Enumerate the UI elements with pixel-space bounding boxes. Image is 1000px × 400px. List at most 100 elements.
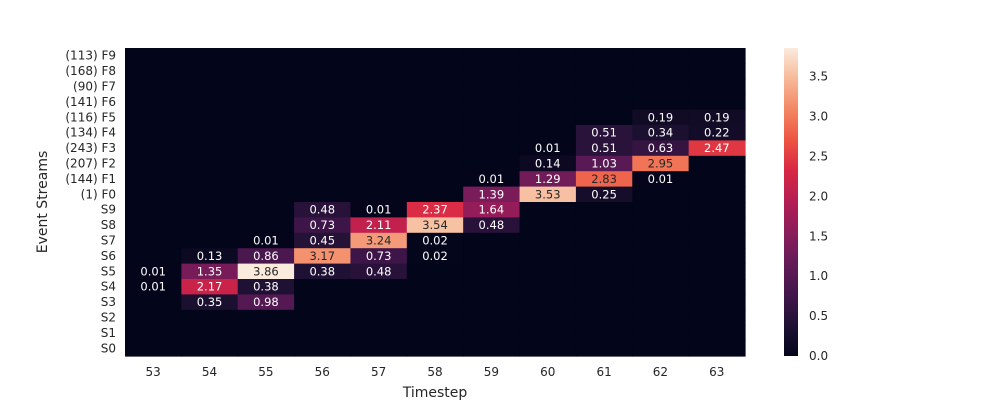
- heatmap-cell: [406, 140, 464, 157]
- heatmap-cell: [688, 125, 746, 141]
- heatmap-cell: [294, 186, 352, 203]
- heatmap-cell: [632, 232, 690, 249]
- heatmap-cell: [688, 217, 746, 234]
- cell-value-label: 3.54: [422, 218, 448, 232]
- heatmap-cell: [181, 248, 239, 265]
- cell-value-label: 0.45: [309, 234, 335, 248]
- cell-value-label: 0.86: [253, 249, 279, 263]
- y-tick-label: (207) F2: [65, 157, 116, 171]
- cell-value-label: 1.29: [535, 172, 561, 186]
- heatmap-cell: [575, 294, 633, 311]
- cell-value-label: 1.39: [479, 187, 505, 201]
- heatmap-cell: [575, 63, 633, 80]
- cell-value-label: 0.02: [422, 249, 448, 263]
- heatmap-cell: [350, 155, 408, 172]
- heatmap-cell: [181, 279, 239, 295]
- heatmap-cell: [519, 309, 577, 326]
- heatmap-cell: [181, 78, 239, 95]
- cell-value-label: 3.53: [535, 187, 561, 201]
- heatmap-cell: [125, 140, 182, 157]
- x-tick-label: 56: [315, 365, 330, 379]
- cell-value-label: 0.48: [366, 264, 392, 278]
- heatmap-cell: [350, 309, 408, 326]
- heatmap-cell: [350, 48, 408, 64]
- heatmap-cell: [350, 279, 408, 295]
- heatmap-cell: [294, 155, 352, 172]
- heatmap-cell: [294, 109, 352, 126]
- x-tick-label: 62: [653, 365, 668, 379]
- heatmap-cell: [688, 94, 746, 111]
- heatmap-cell: [519, 140, 577, 157]
- heatmap-cell: [294, 217, 352, 234]
- colorbar-tick-label: 3.5: [809, 70, 828, 84]
- heatmap-cell: [519, 48, 577, 64]
- cell-value-label: 0.73: [366, 249, 392, 263]
- colorbar-tick-label: 2.0: [809, 189, 828, 203]
- heatmap-cell: [463, 217, 521, 234]
- heatmap-cell: [688, 309, 746, 326]
- heatmap-cell: [181, 125, 239, 141]
- y-tick-label: (134) F4: [65, 126, 116, 140]
- heatmap-cell: [688, 294, 746, 311]
- heatmap-cell: [237, 63, 295, 80]
- heatmap-cell: [181, 309, 239, 326]
- heatmap-cell: [181, 94, 239, 111]
- heatmap-cell: [688, 248, 746, 265]
- heatmap-cell: [350, 109, 408, 126]
- heatmap-cell: [237, 248, 295, 265]
- y-tick-labels: (113) F9(168) F8 (90) F7(141) F6(116) F5 (…: [65, 49, 116, 356]
- heatmap-cell: [237, 109, 295, 126]
- heatmap-cell: [632, 109, 690, 126]
- heatmap-cell: [406, 78, 464, 95]
- heatmap-cell: [350, 294, 408, 311]
- heatmap-cell: [406, 109, 464, 126]
- colorbar-tick-label: 0.5: [809, 309, 828, 323]
- y-tick-label: (1) F0: [81, 187, 116, 201]
- heatmap-cell: [294, 48, 352, 64]
- heatmap-cell: [125, 294, 182, 311]
- heatmap-cell: [237, 325, 295, 342]
- heatmap-cell: [125, 248, 182, 265]
- y-tick-label: S3: [101, 295, 116, 309]
- heatmap-cell: [463, 125, 521, 141]
- heatmap-cell: [463, 202, 521, 218]
- heatmap-cell: [463, 248, 521, 265]
- cell-value-label: 0.98: [253, 295, 279, 309]
- heatmap-cell: [519, 186, 577, 203]
- x-tick-label: 58: [427, 365, 442, 379]
- heatmap-cell: [632, 202, 690, 218]
- y-tick-label: (113) F9: [65, 49, 116, 63]
- heatmap-cell: [125, 186, 182, 203]
- heatmap-cell: [125, 325, 182, 342]
- heatmap-cell: [406, 155, 464, 172]
- heatmap-cell: [519, 125, 577, 141]
- x-tick-label: 63: [709, 365, 724, 379]
- heatmap-cell: [294, 94, 352, 111]
- cell-value-label: 0.19: [704, 110, 730, 124]
- y-tick-label: S7: [101, 234, 116, 248]
- heatmap-cell: [463, 186, 521, 203]
- heatmap-cell: [294, 171, 352, 188]
- heatmap-cell: [575, 217, 633, 234]
- heatmap-cell: [237, 186, 295, 203]
- heatmap-cell: [406, 217, 464, 234]
- heatmap-cell: [294, 78, 352, 95]
- heatmap-cell: [632, 78, 690, 95]
- heatmap-cell: [350, 340, 408, 357]
- y-tick-label: S4: [101, 280, 116, 294]
- heatmap-cell: [463, 309, 521, 326]
- heatmap-cell: [632, 186, 690, 203]
- y-tick-label: S6: [101, 249, 116, 263]
- heatmap-cell: [463, 78, 521, 95]
- y-tick-label: (90) F7: [73, 80, 116, 94]
- heatmap-cell: [125, 109, 182, 126]
- heatmap-cell: [519, 109, 577, 126]
- heatmap-cell: [181, 63, 239, 80]
- colorbar-tick-label: 0.0: [809, 349, 828, 363]
- cell-value-label: 2.95: [648, 157, 674, 171]
- heatmap-cell: [632, 63, 690, 80]
- heatmap-cell: [237, 294, 295, 311]
- heatmap-cell: [519, 202, 577, 218]
- heatmap-cell: [125, 155, 182, 172]
- colorbar-ticks: 0.0 0.5 1.0 1.5 2.0 2.5 3.0 3.5: [809, 70, 828, 363]
